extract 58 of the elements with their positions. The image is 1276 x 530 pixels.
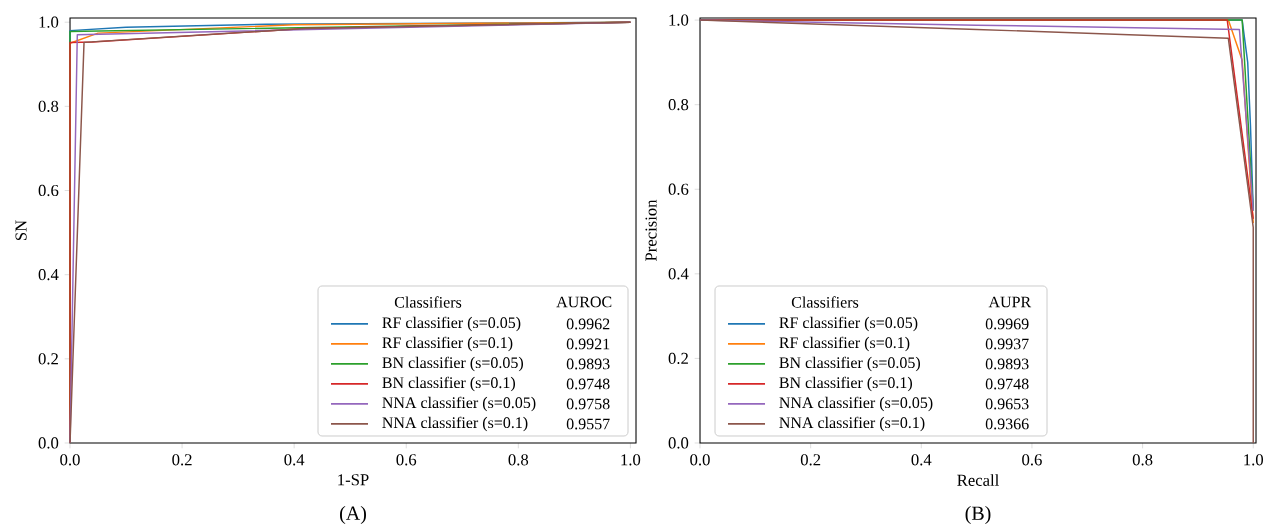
x-tick-label: 0.4 [284,454,305,466]
annotation: 0.9893 [566,358,610,370]
legend-label: BN classifier (s=0.1) [382,376,516,392]
x-tick-label: 0.0 [60,454,80,466]
annotation: AUROC [556,296,612,308]
annotation: 0.9366 [985,418,1029,430]
y-tick-label: 1.0 [669,14,689,26]
y-tick-label: 0.6 [668,183,689,196]
y-axis-title: SN [15,220,27,241]
x-tick-label: 0.0 [690,454,710,466]
legend-label: NNA classifier (s=0.1) [779,416,925,432]
legend-label: RF classifier (s=0.1) [779,336,910,352]
annotation: 0.9962 [566,318,610,330]
legend-label: NNA classifier (s=0.05) [779,396,933,412]
x-tick-label: 0.8 [1132,454,1153,466]
y-tick-label: 0.4 [38,269,59,281]
annotation: 0.9557 [566,418,610,430]
legend-label: BN classifier (s=0.05) [779,356,921,372]
y-axis-title: Precision [645,199,657,262]
y-tick-label: 0.8 [668,99,689,111]
x-tick-label: 0.2 [800,454,821,466]
legend-label: BN classifier (s=0.1) [779,376,913,392]
legend-title: Classifiers [394,296,462,308]
annotation: 0.9748 [985,378,1029,390]
x-tick-label: 0.2 [172,454,192,466]
annotation: 0.9969 [985,318,1029,330]
y-tick-label: 0.4 [668,268,689,280]
y-tick-label: 0.2 [668,352,688,365]
annotation: AUPR [988,296,1032,308]
y-tick-label: 0.6 [38,185,59,197]
legend-label: BN classifier (s=0.05) [382,356,524,372]
annotation: 0.9748 [566,378,610,390]
x-tick-label: 1.0 [621,454,641,466]
legend-title: Classifiers [791,296,859,308]
annotation: 0.9893 [985,358,1029,370]
legend-label: RF classifier (s=0.05) [779,316,918,332]
y-tick-label: 0.2 [38,353,58,365]
annotation: 0.9921 [566,338,610,350]
annotation: 0.9653 [985,398,1029,410]
y-tick-label: 0.0 [38,437,59,449]
x-axis-title: Recall [957,474,999,487]
legend-label: NNA classifier (s=0.05) [382,396,536,412]
y-tick-label: 1.0 [39,16,59,29]
text: (A) [340,506,366,525]
x-tick-label: 0.4 [911,454,932,466]
legend-label: RF classifier (s=0.05) [382,316,521,332]
text: (B) [965,506,991,525]
x-tick-label: 1.0 [1244,454,1264,466]
x-tick-label: 0.8 [508,454,529,466]
x-axis-title: 1-SP [338,474,369,486]
legend-label: RF classifier (s=0.1) [382,336,513,352]
x-tick-label: 0.6 [1022,454,1042,466]
y-tick-label: 0.8 [38,100,59,113]
annotation: 0.9758 [566,398,610,410]
legend-label: NNA classifier (s=0.1) [382,416,528,432]
y-tick-label: 0.0 [668,437,689,449]
x-tick-label: 0.6 [396,454,417,466]
annotation: 0.9937 [985,338,1029,350]
